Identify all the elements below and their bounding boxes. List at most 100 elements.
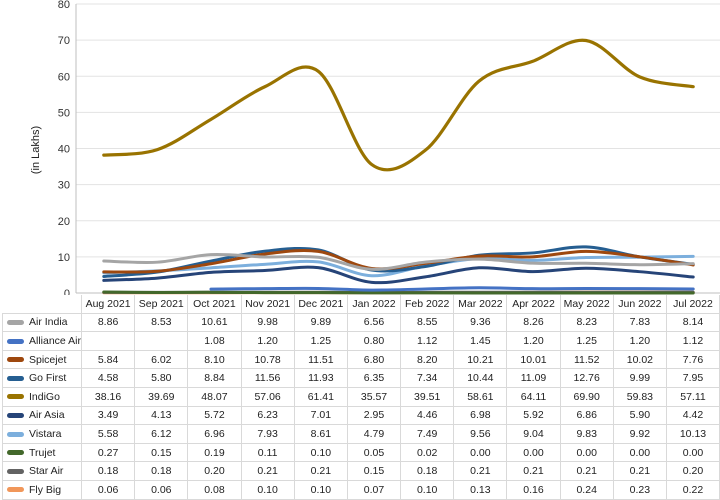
data-label: 0.06 <box>134 479 189 500</box>
data-label: 1.20 <box>506 331 561 351</box>
y-tick-label: 20 <box>58 216 70 228</box>
legend-swatch-icon <box>7 357 24 363</box>
data-label: 6.98 <box>453 405 508 426</box>
data-label: 1.20 <box>240 331 295 351</box>
data-label: 6.35 <box>346 368 402 388</box>
table-row: Trujet 0.27 0.15 0.19 0.11 0.10 0.05 0.02 0.00 0.… <box>2 442 720 463</box>
y-tick-label: 0 <box>64 288 70 295</box>
line-chart: (in Lakhs) 0 10 20 30 40 50 60 70 80 <box>30 0 720 295</box>
series-name: Trujet <box>29 446 56 459</box>
x-category-label: Nov 2021 <box>240 295 295 314</box>
data-label: 0.20 <box>665 461 720 481</box>
data-label: 8.14 <box>665 312 720 333</box>
data-label: 39.69 <box>134 386 189 407</box>
y-tick-label: 70 <box>58 35 70 47</box>
data-label: 57.11 <box>665 386 720 407</box>
data-label: 9.04 <box>506 424 561 444</box>
data-label: 10.02 <box>612 349 667 370</box>
data-label: 6.56 <box>346 312 402 333</box>
data-label: 5.58 <box>80 424 136 444</box>
data-label: 0.23 <box>612 479 667 500</box>
data-label: 0.10 <box>240 479 295 500</box>
data-label: 0.15 <box>346 461 402 481</box>
data-label: 0.00 <box>506 442 561 463</box>
data-label: 7.83 <box>612 312 667 333</box>
data-label: 1.45 <box>453 331 508 351</box>
legend-entry: Go First <box>2 368 82 388</box>
data-label: 0.27 <box>80 442 136 463</box>
data-label: 0.18 <box>400 461 455 481</box>
legend-swatch-icon <box>7 468 24 474</box>
data-label: 9.92 <box>612 424 667 444</box>
x-category-label: May 2022 <box>559 295 614 314</box>
data-label: 1.08 <box>187 331 242 351</box>
series-line-vistara <box>102 254 695 278</box>
data-label: 0.21 <box>453 461 508 481</box>
data-label: 5.80 <box>134 368 189 388</box>
data-label: 8.61 <box>293 424 348 444</box>
data-label: 6.02 <box>134 349 189 370</box>
series-line-go-first <box>102 245 695 278</box>
data-label: 8.86 <box>80 312 136 333</box>
data-label: 0.10 <box>293 479 348 500</box>
data-label: 0.21 <box>240 461 295 481</box>
data-label: 6.80 <box>346 349 402 370</box>
table-row: Air Asia 3.49 4.13 5.72 6.23 7.01 2.95 4.46 6.98… <box>2 405 720 426</box>
data-label: 10.61 <box>187 312 242 333</box>
data-label: 4.46 <box>400 405 455 426</box>
series-name: Air India <box>29 316 68 329</box>
data-label: 0.00 <box>453 442 508 463</box>
data-label: 39.51 <box>400 386 455 407</box>
data-label: 61.41 <box>293 386 348 407</box>
data-label: 0.05 <box>346 442 402 463</box>
data-label: 5.92 <box>506 405 561 426</box>
data-label: 8.53 <box>134 312 189 333</box>
y-axis-label: (in Lakhs) <box>30 126 42 174</box>
x-category-label: Aug 2021 <box>80 295 136 314</box>
data-label: 12.76 <box>559 368 614 388</box>
data-label: 0.13 <box>453 479 508 500</box>
data-label: 8.26 <box>506 312 561 333</box>
x-category-label: Dec 2021 <box>293 295 348 314</box>
data-label: 64.11 <box>506 386 561 407</box>
data-label: 0.21 <box>506 461 561 481</box>
data-label: 6.23 <box>240 405 295 426</box>
series-name: Star Air <box>29 465 64 478</box>
y-tick-label: 10 <box>58 252 70 264</box>
data-label: 6.96 <box>187 424 242 444</box>
data-label: 0.11 <box>240 442 295 463</box>
data-label: 0.00 <box>612 442 667 463</box>
series-line-trujet <box>102 290 695 295</box>
series-name: Fly Big <box>29 483 62 496</box>
data-label: 9.36 <box>453 312 508 333</box>
legend-swatch-icon <box>7 413 24 419</box>
data-label: 3.49 <box>80 405 136 426</box>
legend-swatch-icon <box>7 450 24 456</box>
data-label: 1.25 <box>559 331 614 351</box>
legend-swatch-icon <box>7 338 24 344</box>
data-label: 8.55 <box>400 312 455 333</box>
y-tick-label: 50 <box>58 107 70 119</box>
x-category-label: Apr 2022 <box>506 295 561 314</box>
x-category-label: Jun 2022 <box>612 295 667 314</box>
data-label: 0.15 <box>134 442 189 463</box>
legend-entry: Spicejet <box>2 349 82 370</box>
data-label: 0.21 <box>559 461 614 481</box>
table-row: Air India 8.86 8.53 10.61 9.98 9.89 6.56 8.55 9.… <box>2 312 720 333</box>
series-name: Spicejet <box>29 353 67 366</box>
x-category-label: Feb 2022 <box>400 295 455 314</box>
data-label: 6.86 <box>559 405 614 426</box>
data-label: 0.18 <box>134 461 189 481</box>
table-row: Alliance Air 1.08 1.20 1.25 0.80 1.12 1.45 1.20… <box>2 331 720 351</box>
x-category-label: Mar 2022 <box>453 295 508 314</box>
data-label: 0.21 <box>293 461 348 481</box>
x-category-label: Jan 2022 <box>346 295 402 314</box>
data-label: 11.09 <box>506 368 561 388</box>
x-category-label: Sep 2021 <box>134 295 189 314</box>
x-category-label: Jul 2022 <box>665 295 720 314</box>
data-label: 0.10 <box>400 479 455 500</box>
data-label: 0.21 <box>612 461 667 481</box>
data-label: 7.34 <box>400 368 455 388</box>
legend-entry: Air India <box>2 312 82 333</box>
y-tick-label: 60 <box>58 71 70 83</box>
